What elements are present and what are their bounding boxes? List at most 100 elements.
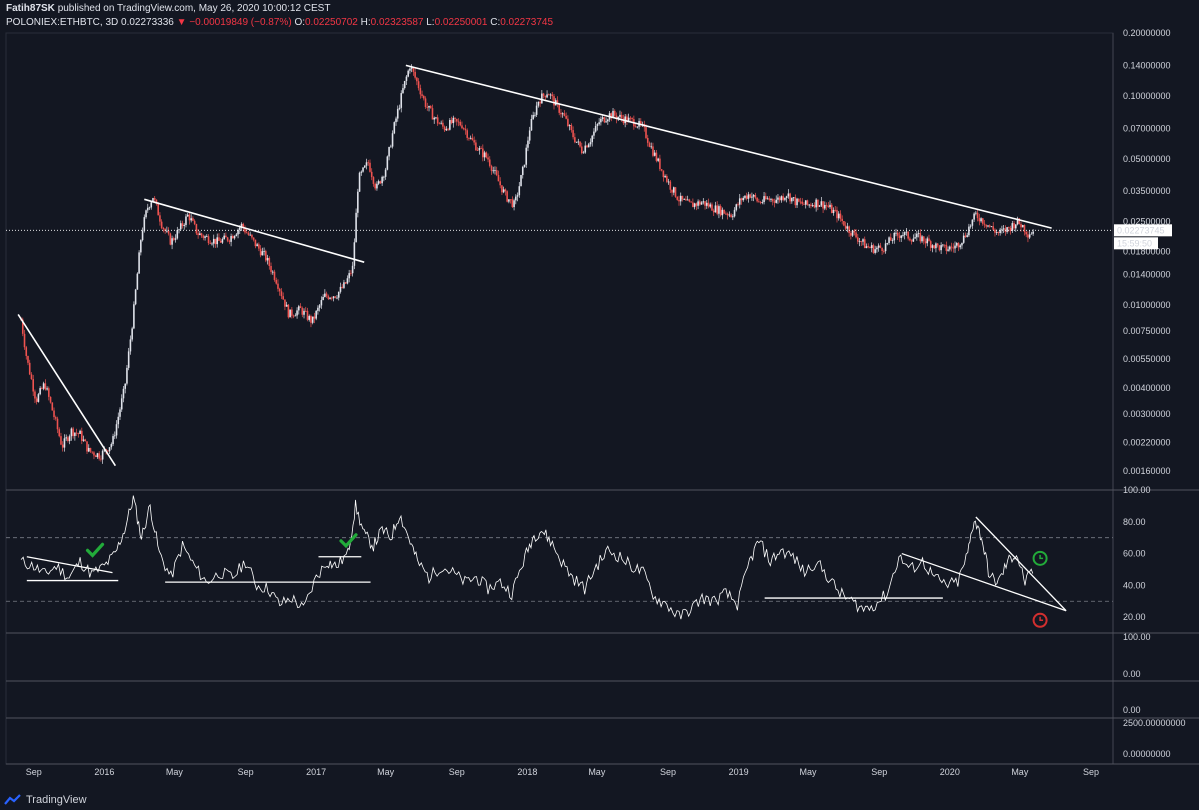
candle-body <box>171 238 173 245</box>
candle-body <box>492 170 495 172</box>
candle-body <box>294 315 297 317</box>
candle-body <box>943 244 946 246</box>
candle-body <box>289 309 291 318</box>
candle-body <box>202 235 205 238</box>
candle-body <box>836 209 838 219</box>
candle-body <box>270 266 272 272</box>
candle-body <box>501 185 503 193</box>
close-value: 0.02273745 <box>500 17 554 28</box>
candle-body <box>981 218 984 224</box>
candle-body <box>749 194 751 198</box>
candle-body <box>93 452 95 456</box>
candle-body <box>169 233 172 245</box>
candle-body <box>560 112 562 115</box>
candle-body <box>617 116 620 119</box>
candle-body <box>837 213 840 219</box>
author-name[interactable]: Fatih87SK <box>6 3 55 14</box>
candle-body <box>601 117 604 119</box>
candle-body <box>44 383 47 390</box>
candle-body <box>589 142 592 145</box>
candle-body <box>402 88 404 94</box>
candle-body <box>700 202 703 205</box>
price-tick-label: 0.05000000 <box>1123 154 1171 164</box>
price-tick-label: 0.00750000 <box>1123 326 1171 336</box>
candle-body <box>360 171 363 173</box>
candle-body <box>487 157 489 160</box>
candle-body <box>834 209 837 211</box>
price-trendline <box>17 313 117 467</box>
candle-body <box>391 133 394 147</box>
candle-body <box>39 388 41 395</box>
candle-body <box>917 233 920 235</box>
candle-body <box>646 137 649 143</box>
candle-body <box>683 199 686 200</box>
candle-body <box>176 230 179 239</box>
candle-body <box>259 248 262 256</box>
candle-body <box>365 162 368 166</box>
publish-text: published on TradingView.com, May 26, 20… <box>57 3 331 14</box>
last-price-badge <box>1114 224 1172 237</box>
price-tick-label: 0.00220000 <box>1123 437 1171 447</box>
candle-body <box>101 450 104 460</box>
candle-body <box>193 220 196 225</box>
candle-body <box>308 316 311 320</box>
candle-body <box>846 226 849 229</box>
candle-body <box>124 383 127 389</box>
candle-body <box>445 128 448 131</box>
candle-body <box>586 145 588 148</box>
candle-body <box>768 198 771 200</box>
candle-body <box>924 241 927 244</box>
candle-body <box>412 67 415 72</box>
candle-body <box>572 130 574 138</box>
candle-body <box>534 114 536 116</box>
time-tick-label: Sep <box>660 767 676 777</box>
close-label: C: <box>490 17 501 28</box>
candle-body <box>51 402 54 411</box>
candle-body <box>813 205 816 208</box>
candle-body <box>563 113 566 116</box>
candle-body <box>115 424 118 436</box>
time-tick-label: Sep <box>238 767 254 777</box>
candle-body <box>867 246 870 248</box>
candle-body <box>377 181 380 184</box>
high-label: H: <box>360 17 371 28</box>
candle-body <box>82 439 85 441</box>
time-tick-label: 2018 <box>517 767 537 777</box>
candle-body <box>386 156 389 170</box>
candle-body <box>929 241 932 248</box>
candle-body <box>737 204 739 206</box>
candle-body <box>575 141 578 143</box>
candle-body <box>480 148 482 149</box>
candle-body <box>251 234 253 238</box>
candle-body <box>898 235 901 238</box>
candle-body <box>900 235 903 238</box>
candle-body <box>870 245 873 248</box>
candle-body <box>869 247 871 248</box>
candle-body <box>796 198 798 206</box>
candle-body <box>520 175 522 187</box>
candle-body <box>627 117 630 123</box>
candle-body <box>822 201 824 209</box>
candle-body <box>935 243 937 249</box>
candle-body <box>428 105 430 108</box>
candle-body <box>1020 223 1022 228</box>
candle-body <box>511 199 514 208</box>
candle-body <box>1021 225 1024 228</box>
candle-body <box>34 391 36 399</box>
candle-body <box>490 165 493 171</box>
candle-body <box>565 115 567 119</box>
candle-body <box>455 118 458 122</box>
candle-body <box>1009 227 1012 231</box>
candle-body <box>388 146 390 157</box>
candle-body <box>922 236 925 242</box>
candle-body <box>315 310 317 319</box>
tradingview-footer[interactable]: TradingView <box>4 794 87 806</box>
price-tick-label: 0.01800000 <box>1123 247 1171 257</box>
candle-body <box>874 249 876 253</box>
chart-area[interactable]: 0.20000000 0.14000000 0.10000000 0.07000000… <box>0 0 1199 790</box>
candle-body <box>186 214 189 217</box>
candle-body <box>676 196 679 200</box>
candle-body <box>863 239 866 249</box>
candle-body <box>653 152 656 156</box>
candle-body <box>825 204 828 206</box>
